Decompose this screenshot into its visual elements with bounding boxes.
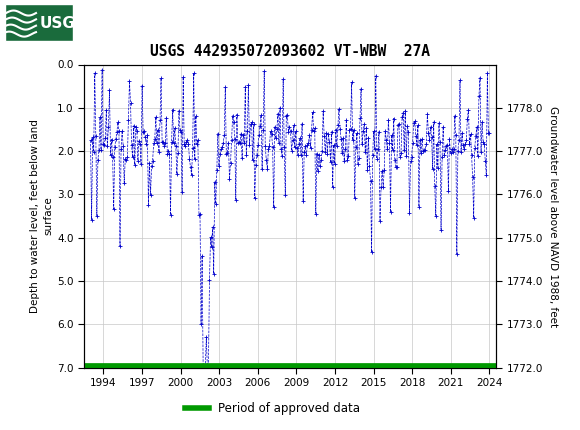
FancyBboxPatch shape — [5, 4, 73, 41]
Title: USGS 442935072093602 VT-WBW  27A: USGS 442935072093602 VT-WBW 27A — [150, 44, 430, 59]
Text: USGS: USGS — [40, 15, 87, 31]
Y-axis label: Depth to water level, feet below land
surface: Depth to water level, feet below land su… — [30, 119, 53, 313]
Legend: Period of approved data: Period of approved data — [180, 397, 365, 420]
FancyBboxPatch shape — [5, 4, 73, 41]
Y-axis label: Groundwater level above NAVD 1988, feet: Groundwater level above NAVD 1988, feet — [548, 105, 558, 327]
